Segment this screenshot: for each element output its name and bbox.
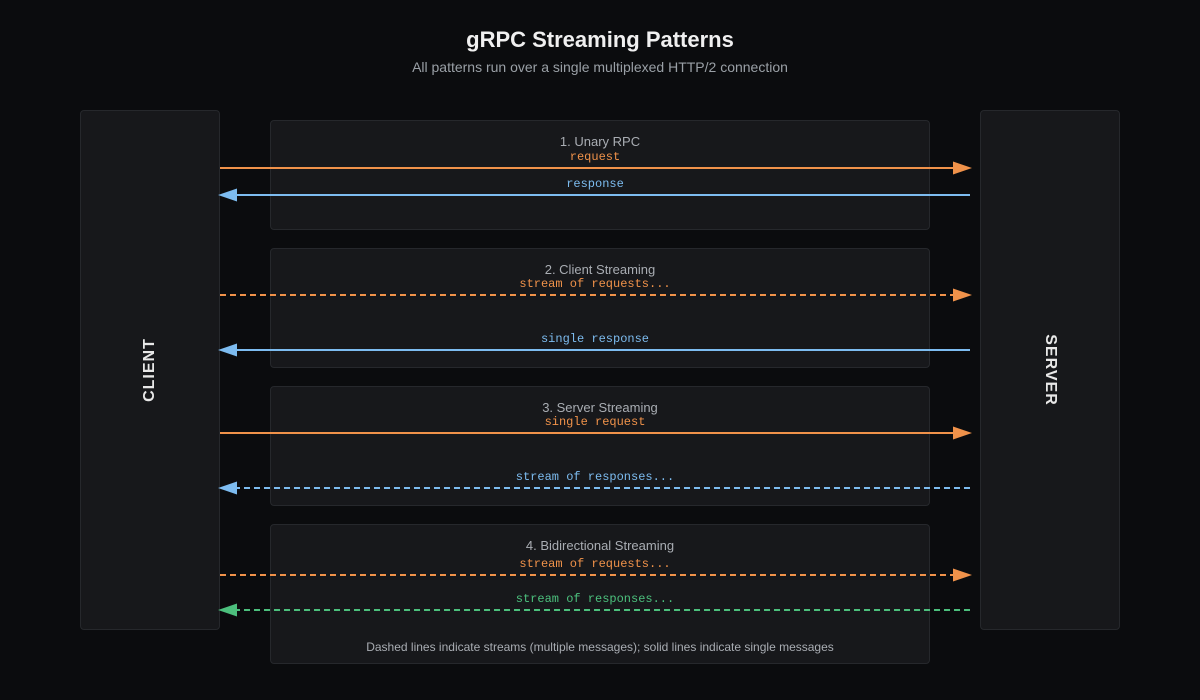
pattern-bidirectional-streaming: 4. Bidirectional Streaming Dashed lines … <box>270 524 930 664</box>
arrow-head-icon <box>953 161 972 175</box>
arrow-head-icon <box>218 343 237 357</box>
arrow-head-icon <box>218 188 237 202</box>
legend-footnote: Dashed lines indicate streams (multiple … <box>366 640 834 654</box>
server-lane: SERVER <box>980 110 1120 630</box>
pattern-title: 4. Bidirectional Streaming <box>525 538 675 553</box>
client-lane: CLIENT <box>80 110 220 630</box>
arrow-head-icon <box>218 481 237 495</box>
page-title: gRPC Streaming Patterns <box>466 27 734 52</box>
pattern-title: 2. Client Streaming <box>544 262 656 277</box>
arrow-head-icon <box>953 288 972 302</box>
pattern-unary-rpc: 1. Unary RPC <box>270 120 930 230</box>
pattern-title: 1. Unary RPC <box>559 134 641 149</box>
server-label: SERVER <box>1042 334 1059 406</box>
client-label: CLIENT <box>141 338 158 402</box>
arrow-head-icon <box>953 568 972 582</box>
arrow-head-icon <box>218 603 237 617</box>
pattern-server-streaming: 3. Server Streaming <box>270 386 930 506</box>
pattern-title: 3. Server Streaming <box>542 400 658 415</box>
page-subtitle: All patterns run over a single multiplex… <box>412 59 788 75</box>
arrow-head-icon <box>953 426 972 440</box>
pattern-client-streaming: 2. Client Streaming <box>270 248 930 368</box>
